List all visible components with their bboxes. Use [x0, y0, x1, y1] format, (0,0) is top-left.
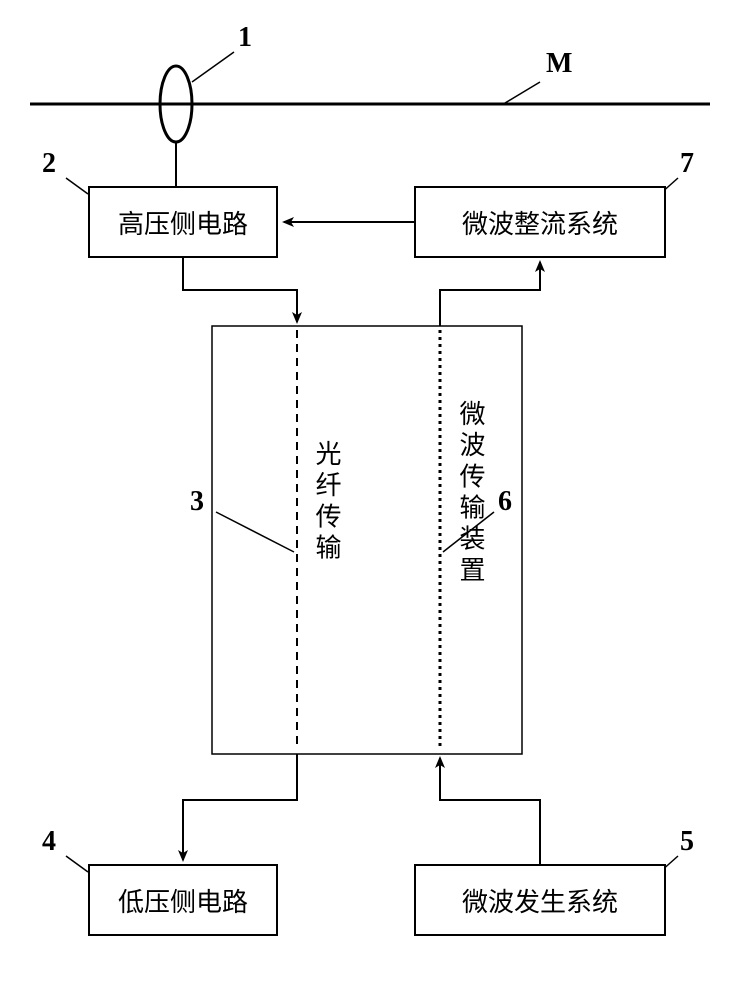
leader-4	[66, 856, 88, 872]
box-high-side-text: 高压侧电路	[118, 204, 248, 241]
label-1: 1	[238, 22, 252, 54]
box-microwave-generator: 微波发生系统	[414, 864, 666, 936]
label-6: 6	[498, 486, 512, 518]
box-rectifier-text: 微波整流系统	[462, 204, 618, 241]
fiber-label: 光纤传输	[308, 440, 345, 565]
arrow-5-to-microwave	[440, 758, 540, 864]
leader-3	[216, 512, 294, 552]
diagram-svg	[0, 0, 739, 1000]
microwave-label: 微波传输装置	[452, 400, 489, 587]
arrow-microwave-to-7	[440, 262, 540, 326]
leader-2	[66, 178, 88, 194]
leader-M	[505, 82, 540, 103]
leader-1	[192, 52, 234, 82]
box-microwave-rectifier: 微波整流系统	[414, 186, 666, 258]
label-M: M	[546, 48, 572, 80]
sensor-ellipse	[160, 66, 192, 142]
box-low-side-circuit: 低压侧电路	[88, 864, 278, 936]
label-3: 3	[190, 486, 204, 518]
arrow-2-to-fiber	[183, 258, 297, 322]
label-5: 5	[680, 826, 694, 858]
label-4: 4	[42, 826, 56, 858]
label-7: 7	[680, 148, 694, 180]
box-generator-text: 微波发生系统	[462, 882, 618, 919]
box-high-side-circuit: 高压侧电路	[88, 186, 278, 258]
label-2: 2	[42, 148, 56, 180]
box-low-side-text: 低压侧电路	[118, 882, 248, 919]
arrow-fiber-to-4	[183, 754, 297, 860]
